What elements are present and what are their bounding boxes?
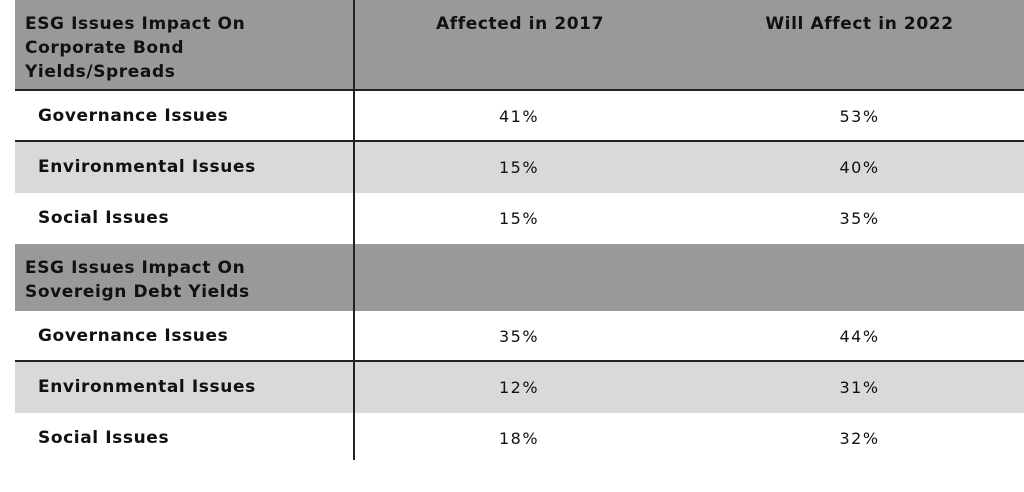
esg-table: ESG Issues Impact On Corporate Bond Yiel…	[15, 0, 1024, 464]
section-title-line: ESG Issues Impact On	[25, 258, 246, 278]
value-2017: 12%	[498, 378, 540, 397]
table-row: Environmental Issues 12% 31%	[15, 362, 1024, 413]
section-title: ESG Issues Impact On Sovereign Debt Yiel…	[15, 244, 355, 311]
section-empty-cell	[355, 244, 695, 311]
header-col-2022: Will Affect in 2022	[765, 14, 954, 34]
table-row: Governance Issues 35% 44%	[15, 311, 1024, 362]
section-header-row: ESG Issues Impact On Sovereign Debt Yiel…	[15, 244, 1024, 311]
row-label: Environmental Issues	[38, 157, 256, 177]
row-label: Social Issues	[38, 208, 170, 228]
column-divider	[353, 0, 355, 460]
row-label: Environmental Issues	[38, 377, 256, 397]
header-label-line: ESG Issues Impact On	[25, 14, 246, 34]
value-2022: 53%	[839, 107, 880, 126]
value-2017: 41%	[498, 107, 540, 126]
section-title-line: Sovereign Debt Yields	[25, 282, 250, 302]
value-2017: 35%	[498, 327, 540, 346]
header-label-line: Corporate Bond	[25, 38, 185, 58]
section-empty-cell	[695, 244, 1024, 311]
value-2022: 40%	[839, 158, 880, 177]
table-row: Environmental Issues 15% 40%	[15, 142, 1024, 193]
value-2022: 31%	[839, 378, 880, 397]
row-label: Governance Issues	[38, 326, 229, 346]
table-header-row: ESG Issues Impact On Corporate Bond Yiel…	[15, 0, 1024, 91]
row-label: Governance Issues	[38, 106, 229, 126]
header-label-line: Yields/Spreads	[25, 62, 176, 82]
table-row: Governance Issues 41% 53%	[15, 91, 1024, 142]
value-2022: 32%	[839, 429, 880, 448]
value-2017: 15%	[498, 158, 540, 177]
table-row: Social Issues 15% 35%	[15, 193, 1024, 244]
value-2017: 18%	[498, 429, 540, 448]
value-2022: 44%	[839, 327, 880, 346]
row-label: Social Issues	[38, 428, 170, 448]
value-2022: 35%	[839, 209, 880, 228]
table-row: Social Issues 18% 32%	[15, 413, 1024, 464]
header-label: ESG Issues Impact On Corporate Bond Yiel…	[15, 0, 355, 89]
value-2017: 15%	[498, 209, 540, 228]
header-col-2017: Affected in 2017	[435, 14, 605, 34]
